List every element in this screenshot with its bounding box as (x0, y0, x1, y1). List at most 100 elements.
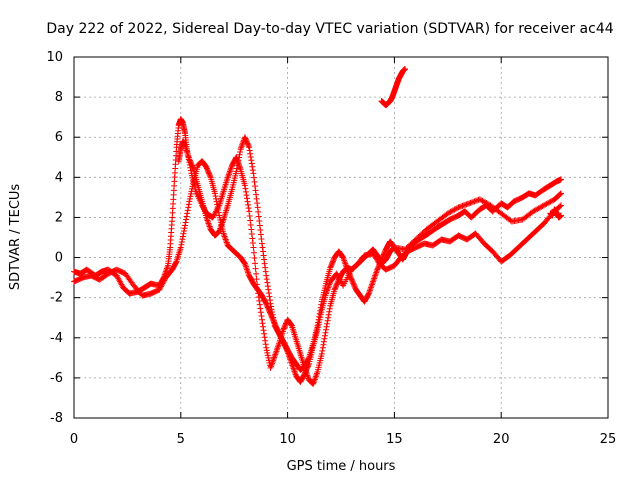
data-point (190, 180, 197, 187)
data-point (408, 240, 415, 247)
data-point (181, 225, 188, 232)
data-point (333, 281, 340, 288)
data-point (556, 203, 563, 210)
data-point (402, 246, 409, 253)
data-point (460, 202, 467, 209)
chart-title: Day 222 of 2022, Sidereal Day-to-day VTE… (46, 21, 613, 37)
data-point (558, 212, 565, 219)
data-point (263, 276, 270, 283)
data-point (264, 304, 271, 311)
x-tick-label: 20 (493, 432, 510, 447)
data-point (316, 313, 323, 320)
data-point (458, 203, 465, 210)
data-point (186, 198, 193, 205)
data-point (234, 160, 241, 167)
data-point (265, 306, 272, 313)
data-point (182, 219, 189, 226)
data-point (250, 170, 257, 177)
data-point (332, 284, 339, 291)
data-point (302, 369, 309, 376)
data-point (237, 149, 244, 156)
data-point (258, 240, 265, 247)
data-point (206, 170, 213, 177)
data-point (235, 157, 242, 164)
data-point (258, 316, 265, 323)
data-point (466, 200, 473, 207)
data-point (247, 154, 254, 161)
data-point (302, 368, 309, 375)
data-point (256, 301, 263, 308)
data-point (329, 259, 336, 266)
plot-frame (73, 56, 609, 419)
data-point (344, 266, 351, 273)
data-point (381, 250, 388, 257)
data-point (345, 269, 352, 276)
y-tick-label: 10 (46, 50, 63, 65)
y-tick-label: 2 (55, 210, 63, 225)
data-point (378, 256, 385, 263)
data-point (375, 262, 382, 269)
data-point (249, 240, 256, 247)
data-point (410, 239, 417, 246)
data-point (351, 282, 358, 289)
data-point (261, 256, 268, 263)
data-point (472, 197, 479, 204)
data-point (558, 202, 565, 209)
data-point (246, 144, 253, 151)
data-point (255, 213, 262, 220)
data-point (280, 326, 287, 333)
data-point (459, 202, 466, 209)
data-point (246, 208, 253, 215)
data-point (379, 255, 386, 262)
data-point (263, 301, 270, 308)
data-point (351, 284, 358, 291)
data-point (188, 188, 195, 195)
data-point (186, 195, 193, 202)
data-point (314, 322, 321, 329)
data-point (456, 203, 463, 210)
data-point (263, 344, 270, 351)
data-point (250, 174, 257, 181)
data-point (262, 264, 269, 271)
data-point (376, 260, 383, 267)
data-point (470, 198, 477, 205)
data-point (263, 272, 270, 279)
data-point (265, 290, 272, 297)
data-point (249, 163, 256, 170)
data-point (244, 140, 251, 147)
data-point (252, 260, 259, 267)
data-point (204, 166, 211, 173)
data-point (365, 291, 372, 298)
data-point (248, 226, 255, 233)
data-point (256, 222, 263, 229)
data-points (71, 66, 565, 387)
data-point (257, 226, 264, 233)
data-point (248, 230, 255, 237)
data-point (241, 134, 248, 141)
y-axis-label: SDTVAR / TECUs (8, 184, 23, 291)
data-point (375, 264, 382, 271)
data-point (348, 276, 355, 283)
data-point (316, 310, 323, 317)
data-point (318, 350, 325, 357)
data-point (248, 160, 255, 167)
data-point (186, 157, 193, 164)
data-point (213, 198, 220, 205)
data-point (462, 201, 469, 208)
x-tick-label: 25 (600, 432, 617, 447)
data-point (412, 236, 419, 243)
data-point (333, 282, 340, 289)
data-point (244, 139, 251, 146)
data-point (264, 349, 271, 356)
data-point (187, 193, 194, 200)
data-point (558, 190, 565, 197)
data-point (317, 307, 324, 314)
data-point (320, 341, 327, 348)
data-point (381, 249, 388, 256)
data-point (264, 279, 271, 286)
data-point (182, 222, 189, 229)
data-point (215, 206, 222, 213)
data-point (246, 212, 253, 219)
data-point (267, 300, 274, 307)
